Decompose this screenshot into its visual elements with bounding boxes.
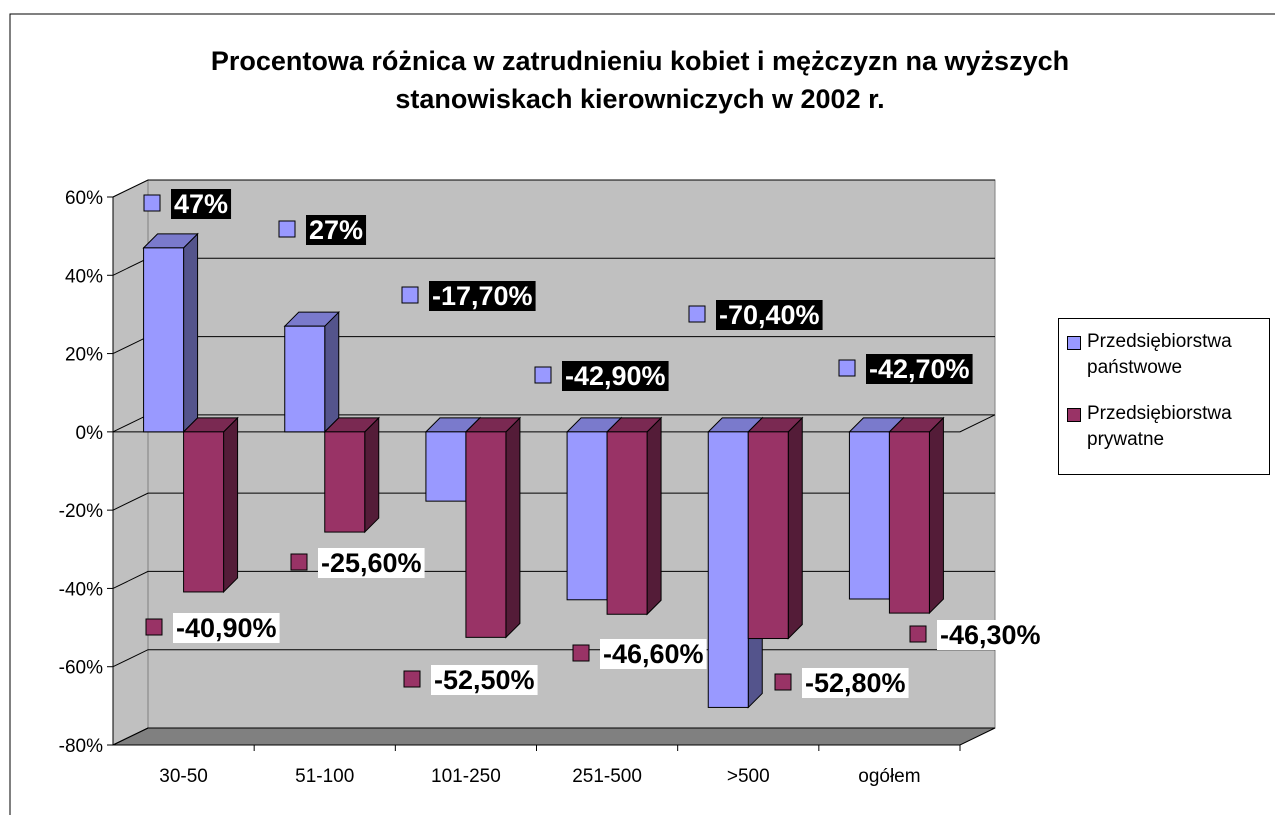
label-key <box>774 673 792 691</box>
bar-front <box>707 431 749 708</box>
bar <box>464 416 522 639</box>
y-tick-label: 20% <box>65 345 103 366</box>
data-label: -70,40% <box>719 300 820 330</box>
bar-side <box>364 416 380 534</box>
legend-label: Przedsiębiorstwa prywatne <box>1087 403 1232 450</box>
data-label: -17,70% <box>432 281 533 311</box>
bar <box>182 416 239 594</box>
data-label-box <box>318 548 425 578</box>
data-label-box <box>306 215 367 245</box>
bar <box>323 416 380 534</box>
chart-title: Procentowa różnica w zatrudnieniu kobiet… <box>210 46 1070 114</box>
bar <box>605 416 663 616</box>
bar-side <box>928 416 944 615</box>
data-label-box <box>429 281 536 311</box>
data-label: 47% <box>174 189 228 219</box>
bar-side <box>223 416 239 594</box>
data-label: -42,90% <box>565 361 666 391</box>
bar-side <box>324 310 340 434</box>
x-tick-label: 101-250 <box>431 766 501 787</box>
label-key <box>688 305 706 323</box>
legend-label: Przedsiębiorstwa państwowe <box>1087 331 1232 378</box>
floor <box>112 727 996 746</box>
legend-swatch <box>1067 408 1081 422</box>
bar-side <box>787 416 803 640</box>
y-tick-label: -20% <box>59 501 103 522</box>
label-key <box>534 366 552 384</box>
bar-front <box>888 431 930 614</box>
y-tick-label: 40% <box>65 266 103 287</box>
x-tick-label: 251-500 <box>572 766 642 787</box>
data-label: -25,60% <box>321 548 422 578</box>
data-label-box <box>937 620 1044 650</box>
label-key <box>278 220 296 238</box>
data-label-box <box>866 354 973 384</box>
label-key <box>403 670 421 688</box>
bar-front <box>465 431 507 638</box>
y-tick-label: -40% <box>59 579 103 600</box>
data-label: -52,50% <box>434 665 535 695</box>
y-tick-label: 0% <box>76 423 104 444</box>
bar-front <box>425 431 467 502</box>
data-label: -46,60% <box>603 639 704 669</box>
legend-entry: Przedsiębiorstwa państwowe <box>1067 329 1265 381</box>
data-label-box <box>431 665 538 695</box>
label-key <box>145 618 163 636</box>
label-key <box>572 644 590 662</box>
data-label: -42,70% <box>869 354 970 384</box>
bar-front <box>848 431 890 600</box>
x-tick-label: 51-100 <box>295 766 354 787</box>
label-key <box>143 194 161 212</box>
legend-swatch <box>1067 336 1081 350</box>
bar-front <box>606 431 648 615</box>
data-label-box <box>562 361 669 391</box>
side-wall <box>112 179 149 746</box>
grid-line <box>112 179 995 198</box>
bar-front <box>284 325 326 433</box>
bar-side <box>505 416 521 639</box>
bar-front <box>747 431 789 640</box>
label-key <box>838 359 856 377</box>
data-label-box <box>716 300 823 330</box>
data-label-box <box>802 668 909 698</box>
bar <box>283 310 340 434</box>
legend: Przedsiębiorstwa państwowe Przedsiębiorst… <box>1058 318 1270 475</box>
bar-side <box>183 232 199 434</box>
bar <box>142 232 199 434</box>
x-tick-label: ogółem <box>858 766 920 787</box>
bar-front <box>143 247 185 433</box>
label-key <box>401 286 419 304</box>
bar-front <box>566 431 608 601</box>
x-tick-label: >500 <box>727 766 770 787</box>
bar-side <box>646 416 662 616</box>
label-key <box>909 625 927 643</box>
bar <box>888 416 945 615</box>
data-label: -40,90% <box>176 613 277 643</box>
y-tick-label: -60% <box>59 658 103 679</box>
bar <box>747 416 804 640</box>
data-label-box <box>600 639 707 669</box>
legend-entry: Przedsiębiorstwa prywatne <box>1067 401 1265 453</box>
label-key <box>290 553 308 571</box>
y-tick-label: -80% <box>59 736 103 757</box>
x-axis <box>113 414 996 433</box>
data-label: -52,80% <box>805 668 906 698</box>
x-tick-label: 30-50 <box>159 766 208 787</box>
grid-line <box>112 727 995 746</box>
data-label-box <box>173 613 280 643</box>
bar-front <box>324 431 366 533</box>
data-label: 27% <box>309 215 363 245</box>
data-label: -46,30% <box>940 620 1041 650</box>
bar-front <box>183 431 225 593</box>
data-label-box <box>171 189 232 219</box>
y-tick-label: 60% <box>65 188 103 209</box>
